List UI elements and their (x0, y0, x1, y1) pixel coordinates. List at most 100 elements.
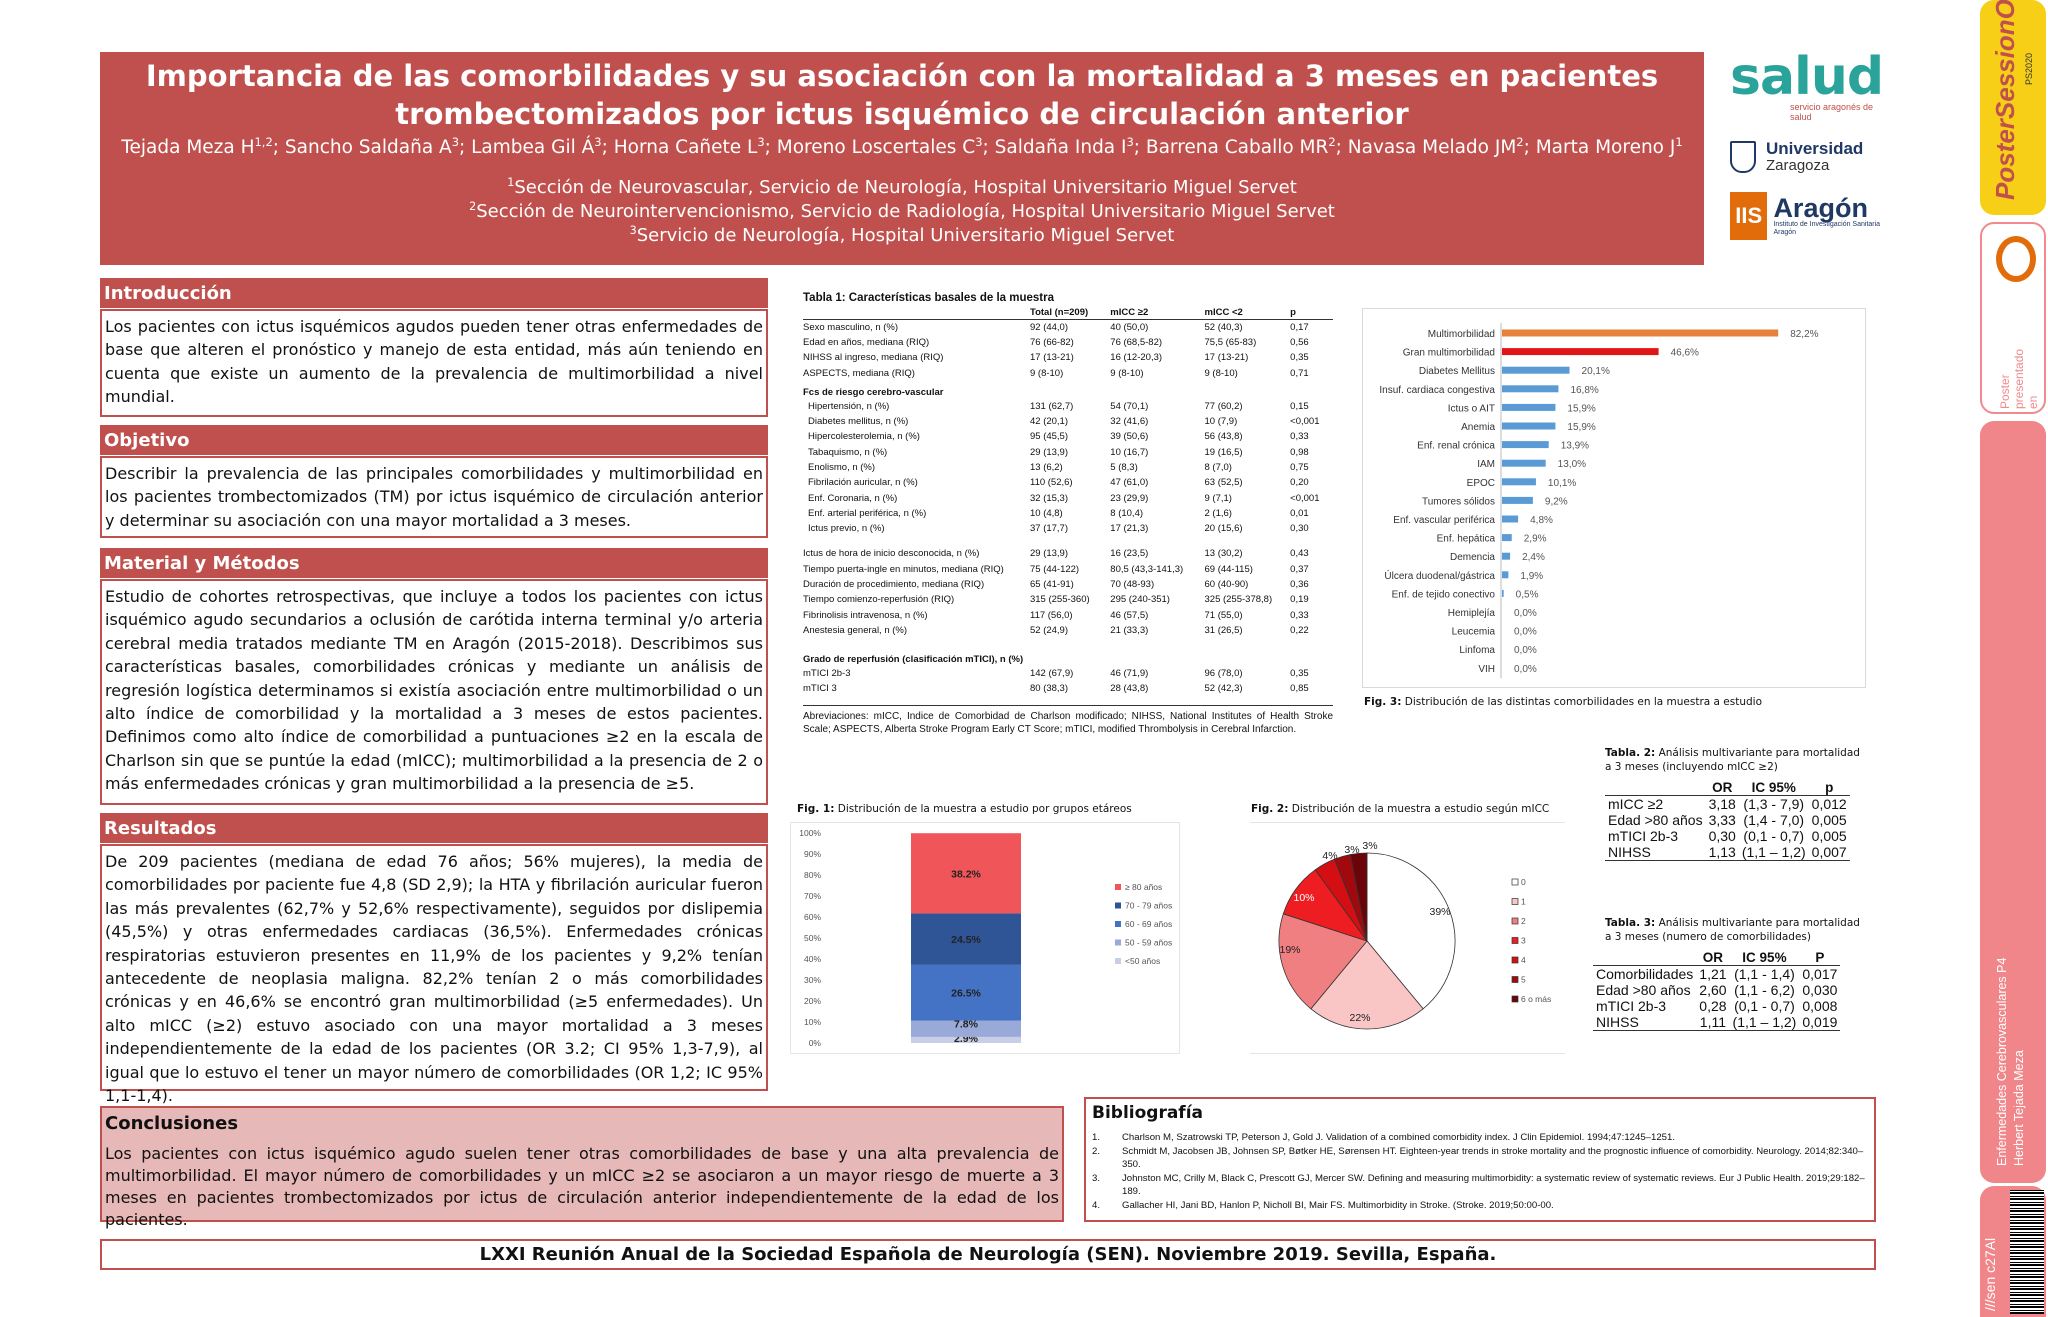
table3-cell: Edad >80 años (1596, 982, 1691, 998)
table1-cell: 60 (40-90) (1204, 578, 1249, 590)
authors-line: Tejada Meza H1,2; Sancho Saldaña A3; Lam… (100, 134, 1704, 158)
table1-cell: 42 (20,1) (1029, 416, 1069, 428)
table1-cell: 77 (60,2) (1204, 400, 1243, 412)
table1-cell: 29 (13,9) (1029, 446, 1069, 458)
table1-cell: 31 (26,5) (1204, 624, 1243, 636)
table2-cell: (1,4 - 7,0) (1743, 812, 1805, 828)
poster-code: c27Al (1982, 1237, 1998, 1273)
table1-cell: Fibrinolisis intravenosa, n (%) (803, 609, 928, 621)
fig3-category-label: Insuf. cardiaca congestiva (1379, 385, 1495, 396)
fig1-segment (911, 913, 1021, 965)
fig1-caption: Fig. 1: Distribución de la muestra a est… (797, 803, 1132, 815)
table3-cell: 1,11 (1696, 1014, 1730, 1031)
bib-item: 1. Charlson M, Szatrowski TP, Peterson J,… (1092, 1132, 1676, 1143)
fig3-value-label: 15,9% (1567, 422, 1595, 433)
fig1-tick-label: 20% (804, 996, 821, 1006)
table1-cell: 71 (55,0) (1204, 609, 1243, 621)
fig3-value-label: 20,1% (1582, 366, 1610, 377)
table3-cell: 0,030 (1802, 982, 1838, 998)
table-row (803, 638, 1333, 648)
fig3-bar (1502, 515, 1519, 523)
table1-cell: 40 (50,0) (1110, 321, 1149, 333)
table1-cell: mTICI 2b-3 (803, 668, 851, 680)
fig2-data-label: 3% (1362, 840, 1377, 852)
fig2-data-label: 22% (1349, 1012, 1370, 1024)
table1-cell: 8 (7,0) (1204, 461, 1232, 473)
table1-cell: Diabetes mellitus, n (%) (808, 416, 909, 428)
table1-cell: 0,19 (1290, 594, 1309, 606)
conclusiones-text: Los pacientes con ictus isquémico agudo … (105, 1144, 1059, 1230)
table-row: Fibrilación auricular, n (%) 110 (52,6) 47… (803, 475, 1333, 490)
table1-cell: 0,22 (1290, 624, 1309, 636)
fig1-data-label: 7.8% (954, 1019, 979, 1031)
fig1-tick-label: 60% (804, 912, 821, 922)
table-row: Edad en años, mediana (RIQ) 76 (66-82) 76 … (803, 335, 1333, 350)
table2-header-cell: p (1808, 780, 1850, 796)
author: Moreno Loscertales C3; (776, 134, 995, 158)
table1-cell: 13 (6,2) (1029, 461, 1063, 473)
table1-cell: Hipercolesterolemia, n (%) (808, 431, 920, 443)
fig1-legend-swatch (1115, 939, 1121, 946)
fig3-value-label: 2,9% (1524, 534, 1547, 545)
fig1-data-label: 24.5% (951, 934, 981, 946)
table2-cell: 1,13 (1705, 844, 1739, 861)
table3-cell: (1,1 – 1,2) (1729, 1014, 1800, 1031)
fig1-svg: 0%10%20%30%40%50%60%70%80%90%100%2.9%7.8… (799, 828, 1172, 1048)
fig3-category-label: Demencia (1450, 552, 1495, 563)
table1-cell: 0,36 (1290, 578, 1309, 590)
fig2-slice (1310, 940, 1424, 1030)
fig3-value-label: 10,1% (1548, 478, 1576, 489)
table1-cell: ASPECTS, mediana (RIQ) (803, 367, 915, 379)
fig2-legend-swatch (1511, 937, 1519, 944)
table3-cell: NIHSS (1593, 1014, 1697, 1031)
author: Navasa Melado JM2; (1347, 134, 1536, 158)
table1-cell: 16 (23,5) (1110, 548, 1149, 560)
fig2-chart: 39% 0 22% 1 19% 2 10% 3 4% 4 3% 5 3% 6 o más (1250, 822, 1565, 1054)
fig2-legend-label: 1 (1521, 897, 1526, 907)
poster-session-badge[interactable]: PosterSessionOnline PS2020 (1980, 0, 2046, 215)
fig2-legend-label: 4 (1521, 955, 1526, 965)
table1-header-cell: p (1290, 306, 1333, 320)
table2-cell: (0,1 - 0,7) (1743, 828, 1805, 844)
table-row: Fcs de riesgo cerebro-vascular (803, 381, 1333, 399)
table3-cell: mTICI 2b-3 (1596, 998, 1667, 1014)
fig3-category-label: Linfoma (1459, 645, 1495, 656)
fig3-category-label: Multimorbilidad (1428, 329, 1495, 340)
fig3-value-label: 15,9% (1567, 403, 1595, 414)
fig3-value-label: 0,0% (1514, 664, 1537, 675)
fig1-tick-label: 100% (799, 828, 821, 838)
fig2-slice (1366, 852, 1456, 1010)
fig3-bar (1502, 589, 1504, 597)
fig3-category-label: VIH (1478, 664, 1495, 675)
table1-cell: 0,17 (1290, 321, 1309, 333)
table3-cell: 1,21 (1699, 966, 1727, 982)
poster-header: Importancia de las comorbilidades y su a… (100, 52, 1704, 265)
table3-cell: (1,1 - 6,2) (1734, 982, 1795, 998)
fig1-tick-label: 0% (809, 1038, 822, 1048)
table1-cell: Tiempo comienzo-reperfusión (RIQ) (803, 594, 955, 606)
fig2-legend-label: 0 (1521, 877, 1526, 887)
table3-cell: (0,1 - 0,7) (1734, 998, 1795, 1014)
fig1-segment (911, 833, 1021, 914)
poster-code-rail: ///sen c27Al (1980, 1186, 2046, 1317)
fig1-tick-label: 50% (804, 933, 821, 943)
table3-cell: 0,28 (1699, 998, 1727, 1014)
table1-header-cell (803, 306, 1030, 320)
table3-cell: (1,1 - 1,4) (1734, 966, 1795, 982)
fig2-legend-label: 6 o más (1521, 994, 1551, 1004)
table1-cell: mTICI 3 (803, 683, 837, 695)
affiliations: 1Sección de Neurovascular, Servicio de N… (100, 176, 1704, 248)
table1-cell: Sexo masculino, n (%) (803, 321, 899, 333)
table1-cell: 37 (17,7) (1029, 523, 1069, 535)
table3-cell: 0,019 (1799, 1014, 1841, 1031)
fig3-bar (1502, 459, 1546, 467)
table1-cell: 32 (41,6) (1110, 416, 1149, 428)
table2-cell: Edad >80 años (1608, 812, 1703, 828)
table-row: NIHSS al ingreso, mediana (RIQ) 17 (13-21… (803, 350, 1333, 365)
table1-cell: Tabaquismo, n (%) (808, 446, 888, 458)
fig3-category-label: Enf. renal crónica (1417, 441, 1495, 452)
table1-cell: 10 (7,9) (1204, 416, 1238, 428)
fig3-chart: Multimorbilidad 82,2% Gran multimorbilidad… (1362, 308, 1866, 688)
table1-header: Total (n=209) mICC ≥2 mICC <2 p (803, 306, 1333, 320)
fig3-category-label: Ictus o AIT (1448, 403, 1495, 414)
